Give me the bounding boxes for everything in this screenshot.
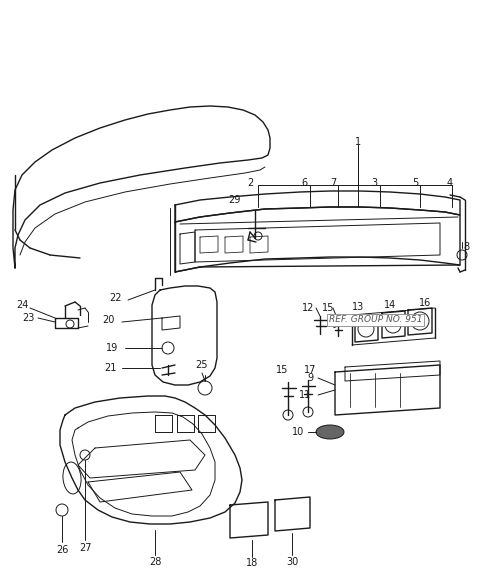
Text: 6: 6 xyxy=(301,178,307,188)
Text: 29: 29 xyxy=(228,195,240,205)
Text: 27: 27 xyxy=(79,543,91,553)
Text: REF. GROUP NO. 951: REF. GROUP NO. 951 xyxy=(329,315,422,324)
Text: 22: 22 xyxy=(109,293,121,303)
Text: 25: 25 xyxy=(196,360,208,370)
Text: 15: 15 xyxy=(276,365,288,375)
Text: 18: 18 xyxy=(246,558,258,568)
Text: 7: 7 xyxy=(330,178,336,188)
Text: 4: 4 xyxy=(447,178,453,188)
Text: 10: 10 xyxy=(292,427,304,437)
Text: 8: 8 xyxy=(463,242,469,252)
Text: 11: 11 xyxy=(299,390,311,400)
Text: 2: 2 xyxy=(247,178,253,188)
Text: 14: 14 xyxy=(384,300,396,310)
Text: 3: 3 xyxy=(371,178,377,188)
Text: 23: 23 xyxy=(22,313,34,323)
Text: 16: 16 xyxy=(419,298,431,308)
Text: 9: 9 xyxy=(307,373,313,383)
Text: 24: 24 xyxy=(16,300,28,310)
Text: 13: 13 xyxy=(352,302,364,312)
Text: 21: 21 xyxy=(104,363,116,373)
Text: 17: 17 xyxy=(304,365,316,375)
Text: 20: 20 xyxy=(102,315,114,325)
Text: 26: 26 xyxy=(56,545,68,555)
Ellipse shape xyxy=(316,425,344,439)
Text: 15: 15 xyxy=(322,303,334,313)
Text: 5: 5 xyxy=(412,178,418,188)
Text: 19: 19 xyxy=(106,343,118,353)
Text: 28: 28 xyxy=(149,557,161,567)
Text: 30: 30 xyxy=(286,557,298,567)
Text: 1: 1 xyxy=(355,137,361,147)
Text: 12: 12 xyxy=(302,303,314,313)
